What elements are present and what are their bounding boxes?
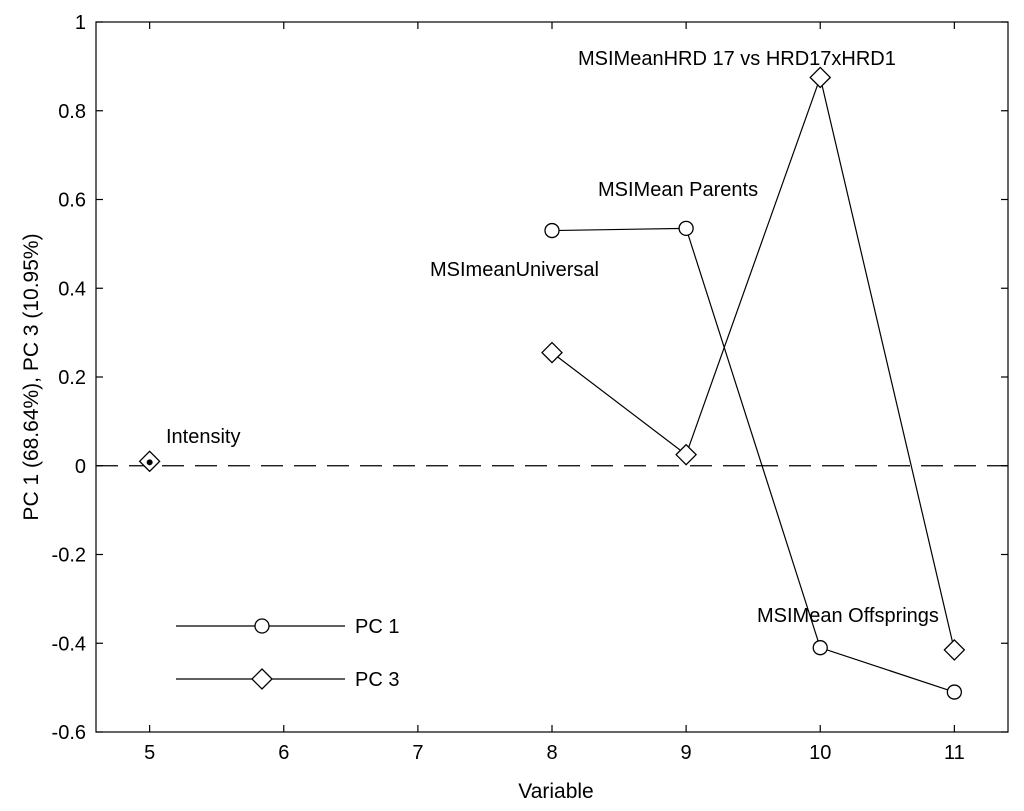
x-tick-label: 9	[681, 742, 692, 764]
y-tick-label: 0.8	[58, 101, 86, 123]
data-point-circle	[946, 684, 963, 700]
y-tick-label: 0.4	[58, 278, 86, 300]
legend-label: PC 1	[355, 616, 399, 638]
y-axis: -0.6 -0.4 -0.2 0 0.2 0.4 0.6 0.8 1	[52, 12, 1008, 744]
data-point-diamond	[675, 443, 698, 466]
y-tick-label: -0.6	[52, 722, 86, 744]
y-tick-label: 1	[75, 12, 86, 34]
x-tick-label: 8	[546, 742, 557, 764]
x-tick-label: 5	[144, 742, 155, 764]
legend-diamond-marker	[251, 668, 273, 690]
y-tick-label: -0.4	[52, 633, 86, 655]
intensity-center-dot	[146, 459, 153, 466]
series-line	[551, 75, 955, 651]
legend: PC 1 PC 3	[176, 616, 399, 691]
x-axis-title: Variable	[518, 780, 594, 803]
annotation-label: MSIMean Parents	[598, 179, 758, 201]
legend-entry-pc-3: PC 3	[176, 668, 399, 691]
data-point-circle	[544, 222, 560, 239]
data-point-circle	[812, 640, 828, 656]
data-point-diamond	[809, 66, 832, 89]
data-point-diamond	[541, 341, 563, 364]
annotation-label: MSIMeanHRD 17 vs HRD17xHRD1	[578, 48, 896, 70]
data-point-circle	[678, 220, 694, 236]
annotation-layer: Intensity MSImeanUniversal MSIMean Parents…	[166, 48, 939, 627]
series-layer	[138, 66, 966, 700]
series-line	[551, 227, 955, 693]
y-axis-title: PC 1 (68.64%), PC 3 (10.95%)	[20, 233, 43, 520]
annotation-label: Intensity	[166, 426, 240, 448]
annotation-label: MSIMean Offsprings	[757, 605, 939, 627]
legend-circle-marker	[254, 618, 270, 634]
x-tick-label: 7	[412, 742, 423, 764]
y-tick-label: 0	[75, 456, 86, 478]
x-tick-label: 10	[809, 742, 831, 764]
x-axis: 5 6 7 8 9 10 11	[144, 22, 965, 764]
annotation-label: MSImeanUniversal	[430, 259, 599, 281]
x-tick-label: 11	[944, 742, 965, 764]
y-tick-label: -0.2	[52, 545, 86, 567]
legend-label: PC 3	[355, 669, 399, 691]
y-tick-label: 0.6	[58, 190, 86, 212]
data-point-diamond	[943, 638, 966, 661]
legend-entry-pc-1: PC 1	[176, 616, 399, 638]
series-pc-3	[138, 66, 966, 661]
y-tick-label: 0.2	[58, 367, 86, 389]
x-tick-label: 6	[278, 742, 289, 764]
